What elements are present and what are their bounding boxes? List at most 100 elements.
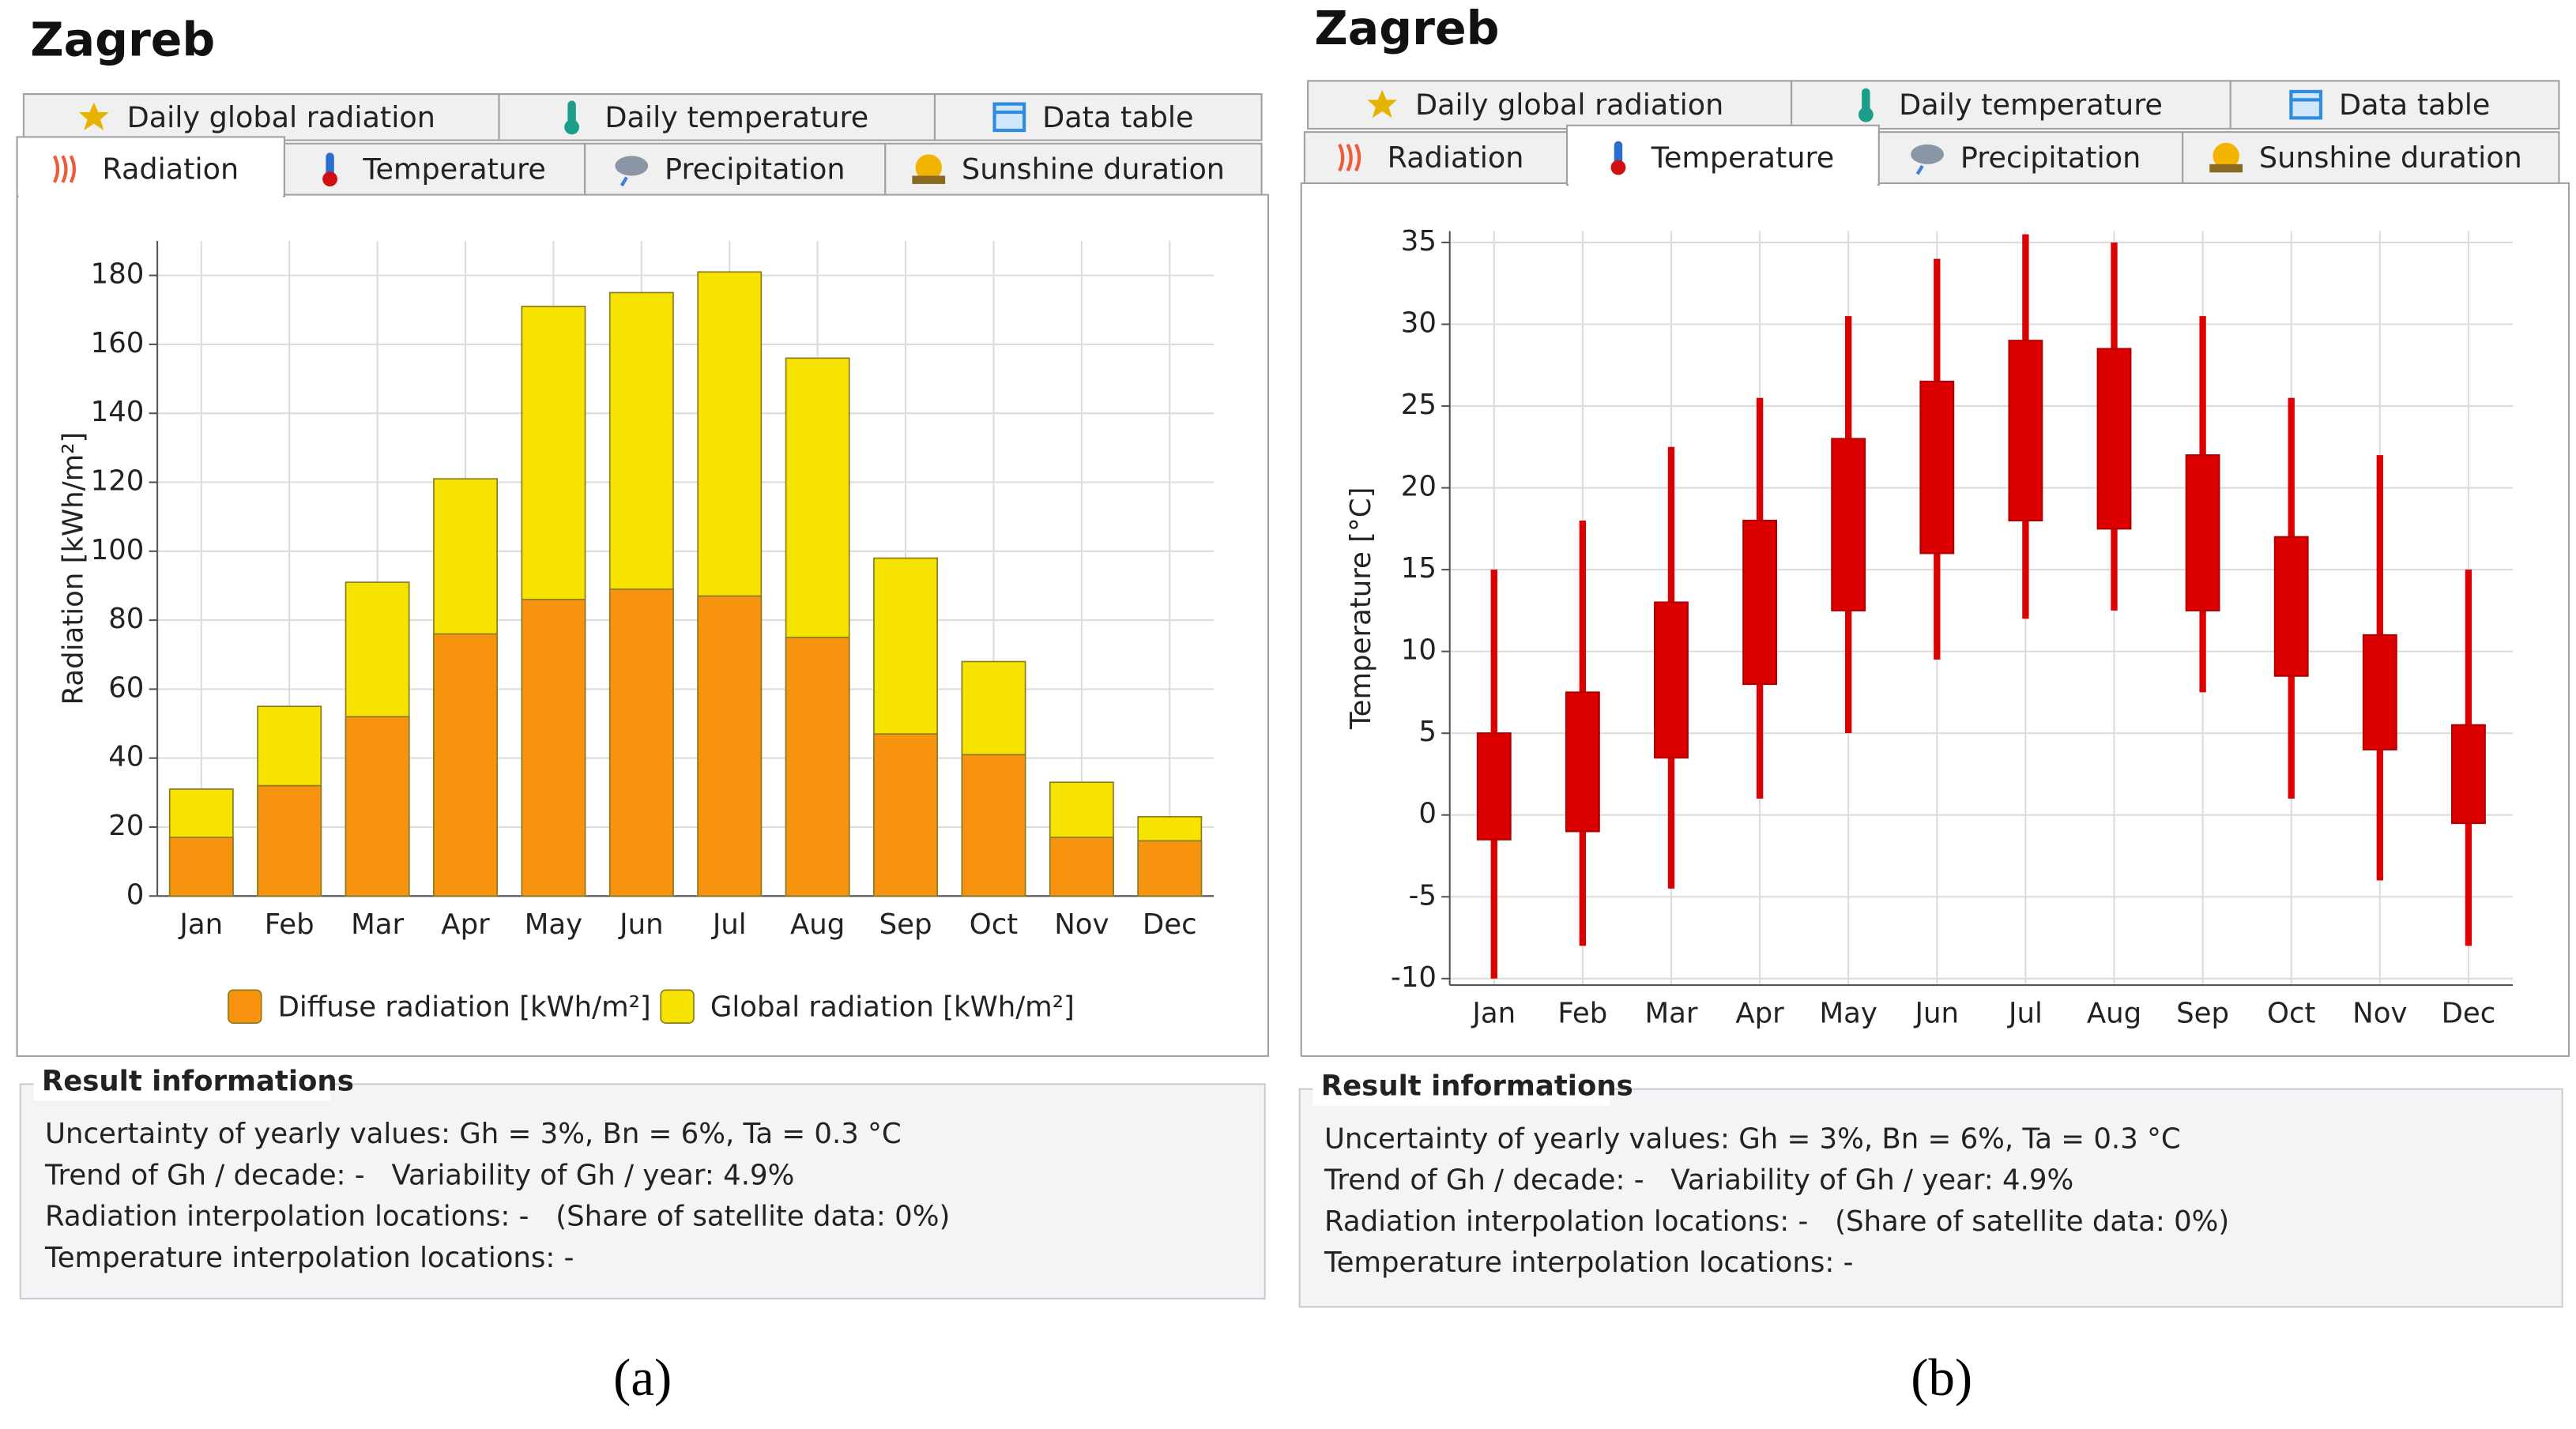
box [1742, 519, 1778, 686]
bar [345, 716, 410, 897]
result-title-bg [1312, 1072, 1610, 1106]
bar [1049, 837, 1114, 897]
bar [168, 837, 234, 897]
x-tick-label: Sep [879, 908, 932, 941]
cloud-icon [1911, 144, 1944, 164]
thermometer-bulb [564, 119, 580, 135]
tab-label[interactable]: Temperature [1651, 141, 1835, 175]
tab[interactable] [884, 142, 1263, 196]
y-tick-label: 120 [91, 465, 145, 498]
table-icon [2289, 89, 2323, 120]
x-tick-label: Jan [178, 908, 223, 941]
bar [785, 637, 850, 897]
box [2362, 634, 2397, 750]
x-tick-label: Jul [2007, 998, 2043, 1030]
star-icon [79, 102, 109, 131]
y-tick-label: 5 [1418, 716, 1437, 748]
thermometer-bulb [1610, 160, 1626, 175]
thermometer-icon [567, 100, 576, 126]
radiation-icon [1354, 143, 1361, 172]
tab-label[interactable]: Precipitation [1960, 141, 2141, 175]
y-tick-label: 140 [91, 396, 145, 428]
tab-label[interactable]: Temperature [362, 152, 546, 186]
y-tick-label: 100 [91, 534, 145, 566]
bar [257, 784, 322, 897]
sun-icon [2213, 142, 2239, 170]
radiation-icon [1346, 143, 1353, 172]
y-tick-label: 0 [1418, 798, 1437, 830]
rain-icon [620, 176, 628, 187]
bar [521, 599, 586, 897]
result-title: Result informations [42, 1065, 354, 1097]
tab-label[interactable]: Radiation [1388, 141, 1524, 175]
tab-label[interactable]: Sunshine duration [2259, 141, 2522, 175]
tab[interactable] [283, 142, 586, 196]
tab[interactable] [2229, 80, 2560, 130]
tab[interactable] [933, 93, 1263, 141]
x-tick-label: Jan [1471, 998, 1516, 1030]
result-line: Temperature interpolation locations: - [44, 1242, 574, 1274]
y-tick-label: 180 [91, 258, 145, 291]
x-tick-label: Nov [1054, 908, 1109, 941]
box [2273, 536, 2309, 677]
result-line: Trend of Gh / decade: - Variability of G… [44, 1159, 794, 1191]
result-line: Radiation interpolation locations: - (Sh… [1324, 1205, 2229, 1238]
bar [1137, 840, 1203, 897]
bar [608, 588, 674, 897]
tab-label[interactable]: Data table [2339, 88, 2490, 122]
bar [873, 733, 939, 897]
rain-icon [1915, 164, 1924, 175]
thermometer-bulb [1858, 107, 1874, 122]
tab-join [1569, 181, 1877, 187]
x-tick-label: Aug [790, 908, 845, 941]
legend-swatch [228, 989, 262, 1024]
x-tick-label: Mar [351, 908, 404, 941]
thermometer-icon [1862, 88, 1870, 114]
bar [433, 633, 498, 897]
tab-label[interactable]: Sunshine duration [962, 152, 1225, 186]
thermometer-icon [326, 152, 334, 178]
y-tick-label: -5 [1409, 879, 1437, 912]
radiation-icon [61, 155, 68, 183]
tab-label[interactable]: Daily global radiation [1415, 88, 1723, 122]
x-tick-label: Aug [2087, 998, 2141, 1030]
star-icon [1367, 89, 1398, 118]
y-axis-label: Radiation [kWh/m²] [58, 432, 90, 705]
x-tick-label: Feb [265, 908, 314, 941]
tab-label[interactable]: Daily global radiation [127, 100, 435, 134]
box [2096, 348, 2132, 530]
box [1476, 732, 1512, 840]
tab-label[interactable]: Radiation [102, 152, 239, 186]
tab-label[interactable]: Precipitation [665, 152, 845, 186]
tab[interactable] [2182, 131, 2560, 184]
thermometer-icon [1614, 141, 1623, 166]
window-title: Zagreb [30, 13, 215, 66]
tab[interactable] [1303, 131, 1569, 184]
y-tick-label: 20 [108, 810, 144, 842]
tab-label[interactable]: Daily temperature [1899, 88, 2163, 122]
x-tick-label: Apr [1735, 998, 1784, 1030]
bar [961, 754, 1026, 897]
result-line: Uncertainty of yearly values: Gh = 3%, B… [1324, 1123, 2181, 1155]
x-tick-label: May [1819, 998, 1877, 1030]
radiation-icon [52, 155, 60, 183]
y-tick-label: 25 [1401, 389, 1437, 421]
x-tick-label: Oct [970, 908, 1018, 941]
y-tick-label: 35 [1401, 225, 1437, 258]
result-line: Uncertainty of yearly values: Gh = 3%, B… [45, 1118, 902, 1150]
result-box [1298, 1088, 2563, 1308]
box [2008, 340, 2043, 522]
box [1565, 691, 1600, 833]
caption: (a) [613, 1348, 672, 1407]
y-tick-label: 15 [1401, 552, 1437, 585]
caption: (b) [1911, 1348, 1972, 1407]
radiation-icon [69, 155, 77, 183]
y-tick-label: 10 [1401, 634, 1437, 667]
legend-swatch [660, 989, 695, 1024]
tab-label[interactable]: Daily temperature [604, 100, 868, 134]
x-tick-label: Nov [2352, 998, 2407, 1030]
thermometer-bulb [322, 171, 337, 187]
tab-label[interactable]: Data table [1042, 100, 1193, 134]
sun-icon-ground [912, 175, 946, 184]
y-tick-label: 40 [108, 741, 144, 773]
